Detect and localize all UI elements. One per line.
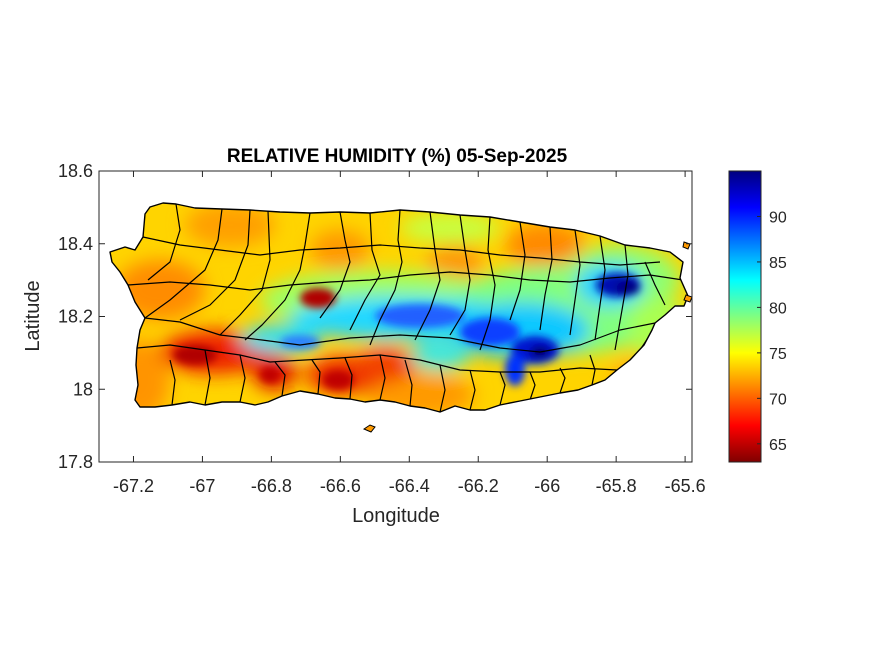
municipality-boundary	[127, 271, 684, 291]
y-tick-label: 18	[73, 379, 93, 399]
y-tick-label: 18.2	[58, 307, 93, 327]
municipality-boundary	[179, 209, 251, 321]
x-tick-label: -66.4	[389, 476, 430, 496]
colorbar-tick-label: 90	[769, 209, 787, 226]
colorbar-ticks: 65 70 75 80 85 90	[757, 209, 787, 454]
colorbar-tick-label: 75	[769, 346, 787, 363]
map-plot-area: -67.2 -67 -66.8 -66.6 -66.4 -66.2 -66 -65.8 -65.…	[58, 161, 706, 496]
colorbar: 65 70 75 80 85 90	[728, 170, 787, 463]
municipality-boundary	[147, 203, 181, 281]
humidity-field	[110, 203, 688, 412]
municipality-boundaries	[127, 203, 684, 412]
municipality-boundary	[144, 208, 223, 319]
municipality-boundary	[469, 369, 476, 411]
municipality-boundary	[142, 236, 661, 266]
municipality-boundary	[379, 354, 386, 401]
municipality-boundary	[239, 354, 246, 403]
colorbar-tick-label: 85	[769, 255, 787, 272]
municipality-boundary	[136, 344, 618, 373]
municipality-boundary	[479, 216, 496, 351]
y-tick-label: 17.8	[58, 452, 93, 472]
islet	[683, 294, 693, 303]
municipality-boundary	[169, 359, 176, 406]
municipality-boundary	[349, 212, 381, 331]
x-tick-label: -65.8	[596, 476, 637, 496]
colorbar-tick-label: 80	[769, 300, 787, 317]
municipality-boundary	[644, 261, 666, 306]
y-axis: 17.8 18 18.2 18.4 18.6	[58, 161, 692, 472]
municipality-boundary	[311, 359, 321, 395]
map-title: RELATIVE HUMIDITY (%) 05-Sep-2025	[227, 146, 568, 167]
municipality-boundary	[439, 364, 446, 412]
x-tick-label: -66.6	[320, 476, 361, 496]
x-tick-label: -67.2	[113, 476, 154, 496]
municipality-boundary	[559, 367, 566, 394]
y-tick-label: 18.4	[58, 234, 93, 254]
y-axis-title: Latitude	[22, 280, 44, 351]
islet	[362, 424, 376, 433]
municipality-boundary	[539, 226, 553, 331]
colorbar-tick-label: 65	[769, 437, 787, 454]
municipality-boundary	[414, 211, 441, 341]
x-tick-label: -65.6	[665, 476, 706, 496]
municipality-boundary	[404, 359, 413, 407]
municipality-boundary	[319, 211, 351, 319]
municipality-boundary	[509, 221, 526, 321]
municipality-boundary	[344, 357, 353, 400]
x-tick-label: -66	[534, 476, 560, 496]
coastline	[109, 202, 689, 413]
municipality-boundary	[594, 235, 606, 341]
colorbar-gradient	[728, 170, 762, 463]
x-tick-label: -66.2	[458, 476, 499, 496]
x-axis-title: Longitude	[352, 505, 440, 527]
municipality-boundary	[144, 317, 656, 353]
municipality-boundary	[569, 229, 581, 336]
colorbar-tick-label: 70	[769, 391, 787, 408]
municipality-boundary	[219, 210, 271, 336]
municipality-boundary	[274, 361, 286, 397]
municipality-boundary	[589, 354, 596, 386]
municipality-boundary	[449, 214, 471, 336]
municipality-boundary	[529, 371, 536, 401]
municipality-boundary	[204, 349, 211, 406]
x-tick-label: -67	[189, 476, 215, 496]
x-tick-label: -66.8	[251, 476, 292, 496]
municipality-boundary	[499, 371, 506, 406]
y-tick-label: 18.6	[58, 161, 93, 181]
x-axis: -67.2 -67 -66.8 -66.6 -66.4 -66.2 -66 -65.8 -65.…	[113, 171, 706, 496]
